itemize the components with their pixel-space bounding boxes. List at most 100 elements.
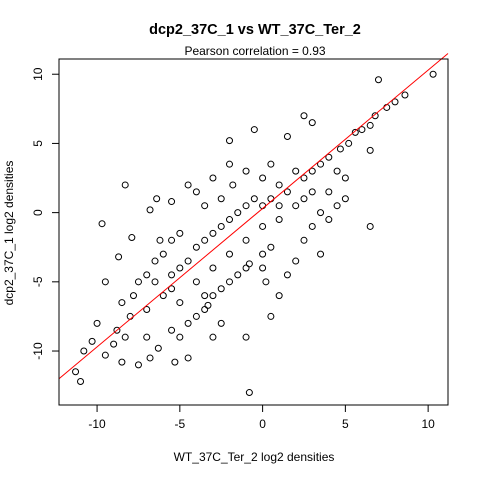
data-point — [317, 209, 325, 217]
data-point — [217, 195, 225, 203]
data-point — [151, 278, 159, 286]
data-point — [242, 202, 250, 210]
data-point — [146, 206, 154, 214]
data-point — [366, 222, 374, 230]
data-point — [325, 216, 333, 224]
data-point — [308, 119, 316, 127]
data-point — [226, 216, 233, 224]
data-point — [366, 146, 374, 154]
data-point — [242, 264, 250, 272]
data-point — [275, 292, 283, 300]
data-point — [292, 202, 300, 210]
data-point — [209, 333, 217, 341]
y-tick-label: 10 — [31, 67, 45, 81]
data-point — [156, 236, 164, 244]
data-point — [245, 389, 253, 397]
data-point — [366, 121, 374, 129]
data-point — [371, 112, 379, 120]
data-point — [308, 188, 316, 196]
data-point — [159, 292, 167, 300]
data-point — [192, 188, 200, 196]
data-point — [300, 195, 308, 203]
data-point — [118, 299, 126, 307]
x-tick-label: 10 — [421, 417, 435, 431]
data-point — [401, 91, 409, 99]
data-point — [336, 145, 344, 153]
data-point — [168, 236, 176, 244]
data-point — [201, 236, 209, 244]
chart-subtitle: Pearson correlation = 0.93 — [184, 44, 325, 58]
data-point — [300, 174, 308, 182]
data-point — [121, 333, 129, 341]
fit-line-group — [58, 53, 449, 380]
y-tick-label: -5 — [31, 276, 45, 287]
data-point — [217, 319, 225, 327]
data-point — [101, 351, 109, 359]
data-point — [113, 326, 121, 334]
data-point — [72, 368, 80, 376]
data-point — [77, 377, 85, 385]
data-point — [259, 264, 267, 272]
data-point — [168, 271, 176, 279]
data-point — [201, 306, 209, 313]
y-tick-label: 5 — [31, 140, 45, 147]
y-tick-label: 0 — [31, 209, 45, 216]
data-point — [259, 174, 267, 182]
data-point — [118, 358, 126, 366]
data-point — [168, 326, 176, 334]
data-point — [308, 222, 316, 230]
data-point — [317, 250, 325, 258]
data-point — [184, 257, 192, 265]
data-point — [143, 271, 151, 279]
data-point — [242, 236, 250, 244]
data-point — [345, 139, 353, 147]
data-point — [226, 160, 233, 168]
data-point — [143, 306, 151, 313]
y-axis: -10 -5 0 5 10 — [31, 67, 60, 360]
data-point — [300, 112, 308, 120]
data-point — [341, 174, 349, 182]
data-point — [283, 188, 291, 196]
data-point — [129, 292, 137, 300]
data-point — [358, 126, 366, 134]
data-point — [168, 198, 176, 206]
data-point — [391, 98, 399, 106]
data-point — [429, 70, 437, 78]
data-point — [267, 243, 275, 251]
data-point — [259, 222, 267, 230]
data-point — [283, 271, 291, 279]
data-point — [176, 299, 184, 307]
data-point — [209, 292, 217, 300]
data-point — [128, 234, 136, 242]
data-point — [176, 264, 184, 272]
data-point — [226, 137, 233, 145]
data-point — [300, 236, 308, 244]
data-point — [209, 174, 217, 182]
x-tick-label: -5 — [175, 417, 186, 431]
data-point — [201, 202, 209, 210]
data-point — [192, 312, 200, 320]
data-point — [134, 361, 142, 369]
x-tick-label: -10 — [88, 417, 106, 431]
data-point — [317, 160, 325, 168]
data-point — [234, 271, 242, 279]
data-point — [143, 333, 151, 341]
data-point — [333, 167, 341, 175]
data-point — [201, 292, 209, 300]
data-point — [275, 181, 283, 189]
data-point — [159, 250, 167, 258]
data-point — [134, 278, 142, 286]
data-point — [325, 153, 333, 161]
data-point — [151, 257, 159, 265]
x-axis-title: WT_37C_Ter_2 log2 densities — [174, 450, 335, 464]
data-point — [184, 181, 192, 189]
data-point — [275, 202, 283, 210]
data-point — [192, 243, 200, 251]
data-point — [204, 301, 212, 309]
data-point — [226, 250, 233, 258]
x-tick-label: 0 — [259, 417, 266, 431]
data-point — [184, 354, 192, 362]
data-point — [171, 358, 179, 366]
